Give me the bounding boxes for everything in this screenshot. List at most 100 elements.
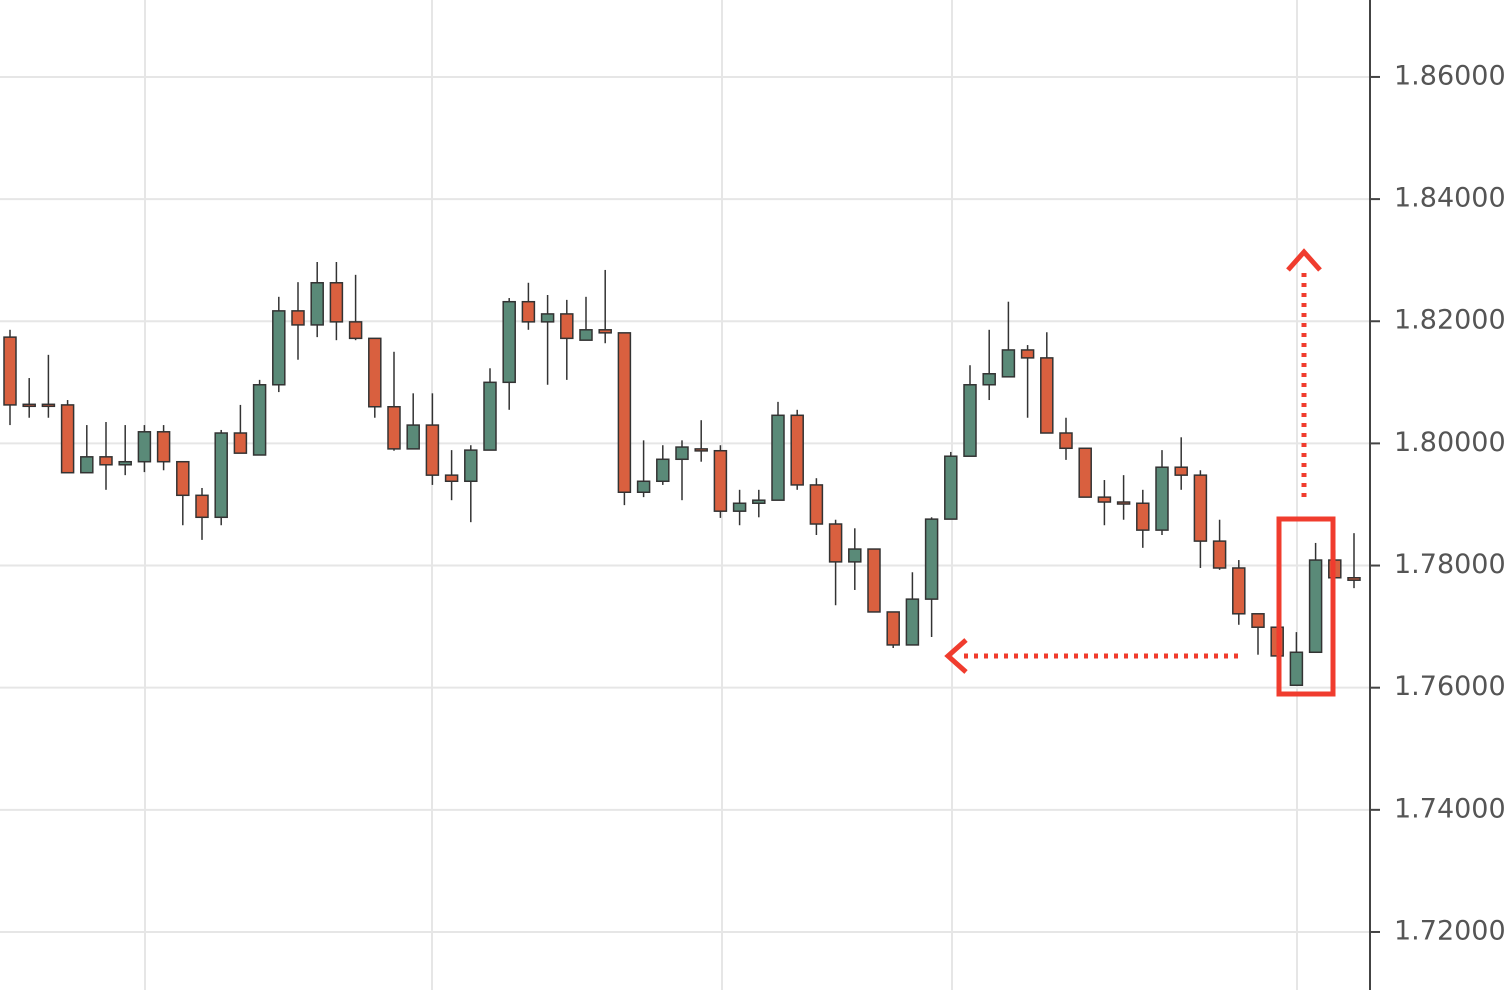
y-tick-label: 1.86000 (1394, 60, 1506, 91)
candle-body (99, 456, 113, 466)
y-tick-label: 1.72000 (1394, 915, 1506, 946)
candle (1193, 470, 1208, 568)
candle-body (156, 431, 171, 463)
candle-body (41, 403, 56, 408)
candle (540, 294, 555, 385)
candle (1040, 332, 1054, 434)
candle-body (483, 381, 497, 451)
candle (867, 548, 881, 613)
candle (1116, 475, 1131, 520)
candle (1078, 447, 1092, 498)
candle (502, 298, 516, 410)
candle (444, 450, 459, 501)
candle (272, 296, 286, 393)
candle (348, 274, 363, 341)
y-tick-label: 1.80000 (1394, 427, 1506, 458)
candle-body (329, 282, 344, 323)
candle (636, 440, 651, 498)
candle (598, 269, 612, 344)
candle-body (809, 484, 824, 525)
candle-body (368, 337, 382, 408)
candle-body (1212, 540, 1227, 569)
candles (3, 262, 1361, 686)
candle-body (944, 455, 958, 520)
candle-body (560, 313, 574, 340)
candle (3, 329, 17, 426)
candle (886, 611, 900, 648)
candle (387, 351, 401, 451)
candle (1136, 489, 1150, 548)
candle-body (636, 480, 651, 494)
candle-body (1308, 559, 1323, 654)
candle-body (732, 502, 747, 512)
candle (809, 478, 824, 536)
y-tick-label: 1.84000 (1394, 183, 1506, 214)
candle-body (1097, 496, 1112, 503)
candle (1232, 560, 1246, 625)
candle (1155, 450, 1169, 536)
candle (99, 422, 113, 490)
candle-body (1040, 357, 1054, 434)
candle (656, 445, 670, 485)
candle-body (176, 460, 190, 497)
candle (790, 409, 804, 490)
candle-body (771, 414, 785, 501)
arrow-head (944, 638, 968, 674)
candle-body (1078, 447, 1092, 498)
highlight-box (1276, 516, 1336, 697)
candle-body (598, 329, 612, 334)
candle (329, 262, 344, 341)
candle (118, 425, 132, 476)
candle-body (137, 431, 152, 463)
candle (713, 445, 728, 518)
candle (464, 445, 478, 523)
annotations (944, 248, 1336, 697)
candle-body (924, 518, 939, 600)
candle (406, 393, 420, 450)
candle-body (886, 611, 900, 646)
candle (233, 404, 248, 454)
candle-body (1174, 466, 1188, 476)
candle-body (3, 336, 17, 406)
candle-body (1289, 651, 1304, 686)
candle (1289, 632, 1304, 686)
candle (1308, 542, 1323, 654)
candle (694, 420, 708, 462)
candle (291, 282, 305, 360)
candle-body (233, 432, 248, 454)
candle-body (656, 458, 670, 483)
candle-body (982, 373, 996, 386)
candle-body (1347, 577, 1361, 581)
candle (483, 368, 497, 451)
candle (1097, 480, 1112, 526)
candle-body (867, 548, 881, 613)
candle (771, 401, 785, 501)
candle-body (579, 329, 593, 341)
candle-body (1193, 474, 1208, 542)
candle (137, 425, 152, 473)
candle-body (752, 499, 766, 504)
candle (1174, 437, 1188, 490)
candle-body (425, 424, 440, 476)
candle (963, 365, 977, 457)
candle (732, 489, 747, 526)
candle (924, 517, 939, 637)
candle (828, 519, 843, 606)
y-tick-label: 1.82000 (1394, 305, 1506, 336)
candle-body (848, 548, 862, 563)
candle (310, 262, 324, 338)
y-tick-label: 1.74000 (1394, 793, 1506, 824)
candle (944, 451, 958, 520)
candle (617, 332, 632, 506)
y-tick-label: 1.78000 (1394, 549, 1506, 580)
candle-body (22, 403, 36, 408)
candle-body (905, 598, 920, 646)
candle (41, 354, 56, 418)
candle (60, 400, 75, 474)
candle (176, 460, 190, 526)
candle-body (195, 494, 209, 519)
candle-body (310, 282, 324, 326)
candle (22, 378, 36, 418)
candle-body (1059, 432, 1073, 450)
